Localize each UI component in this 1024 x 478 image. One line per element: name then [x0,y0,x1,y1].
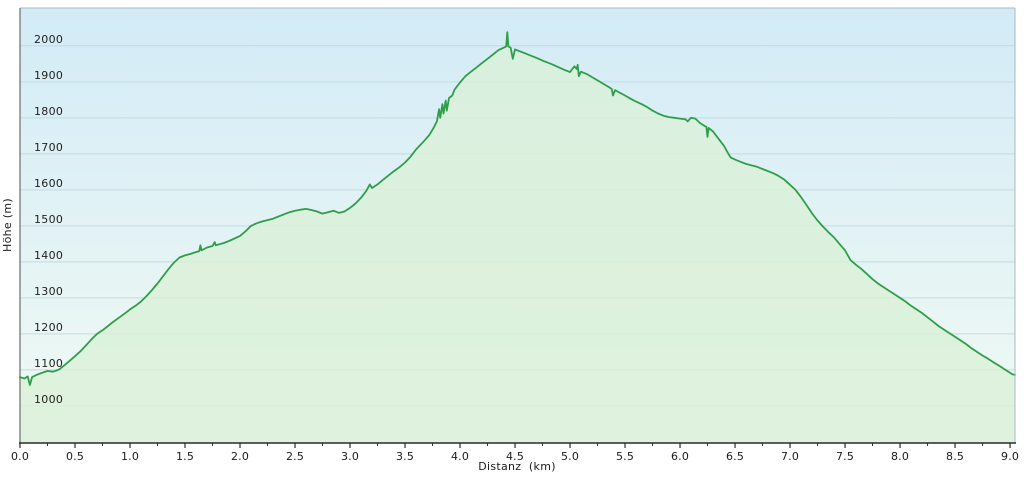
x-tick-label: 4.0 [451,450,469,463]
y-grid-label: 1400 [34,249,63,262]
x-tick-label: 1.0 [121,450,139,463]
y-grid-label: 1800 [34,105,63,118]
x-tick-label: 0.5 [66,450,84,463]
y-grid-label: 1700 [34,141,63,154]
y-axis-title: Höhe (m) [1,198,14,252]
chart-generated-layers: 0.0 0.5 1.0 1.5 2.0 2.5 3.0 3.5 4.0 4.5 5.0 5.5 6.0 6… [11,7,1019,463]
elevation-area [20,32,1015,443]
x-tick-label: 3.0 [341,450,359,463]
x-tick-label: 7.5 [836,450,854,463]
y-grid-label: 1500 [34,213,63,226]
x-tick-label: 8.5 [946,450,964,463]
y-grid-label: 1600 [34,177,63,190]
y-grid-label: 1300 [34,285,63,298]
y-grid-label: 1900 [34,69,63,82]
x-tick-label: 5.5 [616,450,634,463]
x-tick-label: 8.0 [891,450,909,463]
x-tick-label: 7.0 [781,450,799,463]
x-tick-label: 3.5 [396,450,414,463]
x-tick-label: 9.0 [1001,450,1019,463]
x-tick-label: 2.5 [286,450,304,463]
x-tick-label: 2.0 [231,450,249,463]
x-tick-label: 4.5 [506,450,524,463]
elevation-line [19,31,1016,386]
y-grid-label: 2000 [34,33,63,46]
x-tick-label: 5.0 [561,450,579,463]
x-tick-label: 6.0 [671,450,689,463]
x-tick-label: 0.0 [11,450,29,463]
x-tick-label: 1.5 [176,450,194,463]
y-grid-label: 1000 [34,393,63,406]
y-grid-label: 1100 [34,357,63,370]
y-grid-label: 1200 [34,321,63,334]
x-axis-title: Distanz (km) [478,460,556,473]
x-tick-label: 6.5 [726,450,744,463]
